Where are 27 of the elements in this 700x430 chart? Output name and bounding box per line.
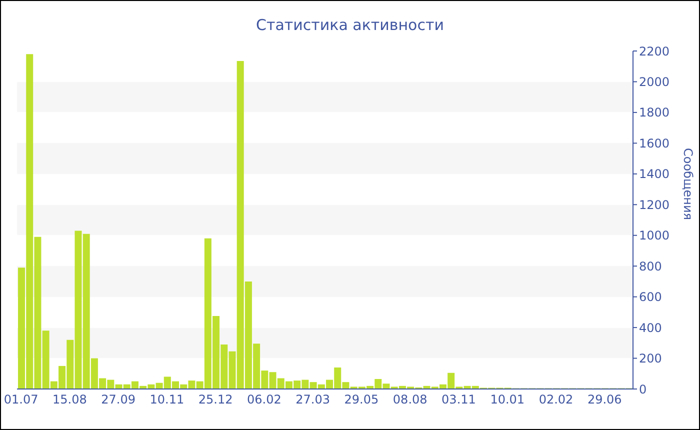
x-tick-label: 25.12 [198,392,233,407]
x-tick-label: 01.07 [4,392,38,407]
y-tick-label: 1000 [639,228,670,243]
x-tick-label: 27.09 [101,392,136,407]
y-tick-label: 1600 [639,136,670,150]
y-tick-label: 2200 [639,44,670,58]
x-tick-label: 10.11 [150,392,184,407]
x-tick-label: 10.01 [490,392,525,407]
x-tick-label: 15.08 [52,392,87,407]
x-tick-label: 06.02 [247,392,282,407]
y-tick-label: 2000 [639,74,670,89]
y-tick-label: 200 [639,352,662,366]
x-tick-label: 27.03 [296,392,330,407]
x-tick-label: 29.06 [587,392,622,407]
y-tick-label: 1400 [639,167,670,182]
y-tick-label: 0 [639,382,647,396]
x-tick-label: 29.05 [344,392,379,407]
y-axis-title: Сообщения [680,148,695,220]
x-tick-label: 02.02 [538,392,574,407]
y-tick-label: 600 [639,290,662,304]
y-tick-label: 1800 [639,106,670,120]
y-tick-label: 1200 [639,198,670,212]
x-tick-label: 08.08 [392,392,428,407]
chart-title: Статистика активности [255,16,445,34]
x-tick-label: 03.11 [442,392,476,407]
y-tick-label: 800 [639,259,662,274]
y-tick-label: 400 [639,320,662,335]
